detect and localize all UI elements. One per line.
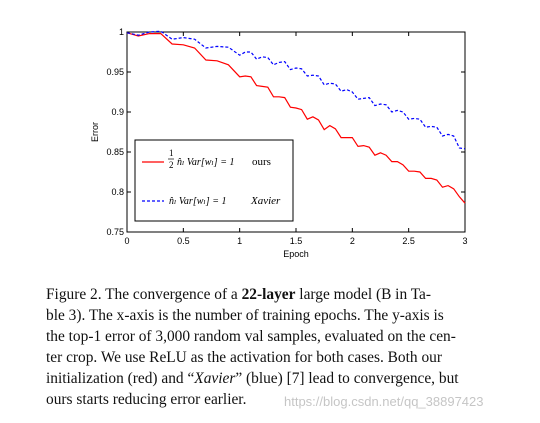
y-tick-label: 0.85 <box>106 147 124 157</box>
convergence-chart: 0 0.5 1 1.5 2 2.5 3 0.75 0.8 0.85 0.9 0.95 1 Epoch Err… <box>90 27 468 259</box>
legend-math-xavier: n̂ₗ Var[wₗ] = 1 <box>169 196 226 207</box>
x-tick-label: 1 <box>237 236 242 246</box>
figure-caption: Figure 2. The convergence of a 22-layer … <box>46 284 522 410</box>
x-tick-label: 1.5 <box>290 236 303 246</box>
x-tick-label: 0.5 <box>177 236 190 246</box>
x-tick-label: 3 <box>462 236 467 246</box>
y-tick-label: 0.75 <box>106 227 124 237</box>
legend-math-ours: n̂ₗ Var[wₗ] = 1 <box>177 157 234 168</box>
caption-line-4: ter crop. We use ReLU as the activation … <box>46 349 442 366</box>
legend-fraction-numerator: 1 <box>169 148 174 158</box>
y-axis-label: Error <box>90 122 100 142</box>
y-tick-label: 0.8 <box>111 187 124 197</box>
x-tick-label: 2 <box>350 236 355 246</box>
caption-line-2: ble 3). The x-axis is the number of trai… <box>46 307 444 324</box>
y-tick-label: 0.95 <box>106 67 124 77</box>
series-line-ours <box>126 32 466 204</box>
watermark: https://blog.csdn.net/qq_38897423 <box>284 394 484 409</box>
x-tick-label: 0 <box>124 236 129 246</box>
x-axis-label: Epoch <box>283 249 309 259</box>
caption-line-5: initialization (red) and “Xavier” (blue)… <box>46 370 459 387</box>
legend-label-ours: ours <box>252 156 271 168</box>
caption-line-3: the top-1 error of 3,000 random val samp… <box>46 328 456 345</box>
caption-line-6: ours starts reducing error earlier. <box>46 391 247 408</box>
legend-box <box>134 139 294 222</box>
series-line-xavier <box>126 30 466 150</box>
caption-line-1: Figure 2. The convergence of a 22-layer … <box>46 286 432 303</box>
legend-label-xavier: Xavier <box>250 195 281 207</box>
y-tick-label: 1 <box>119 27 124 37</box>
x-tick-label: 2.5 <box>402 236 415 246</box>
legend-fraction-denominator: 2 <box>169 160 174 170</box>
y-tick-label: 0.9 <box>111 107 124 117</box>
